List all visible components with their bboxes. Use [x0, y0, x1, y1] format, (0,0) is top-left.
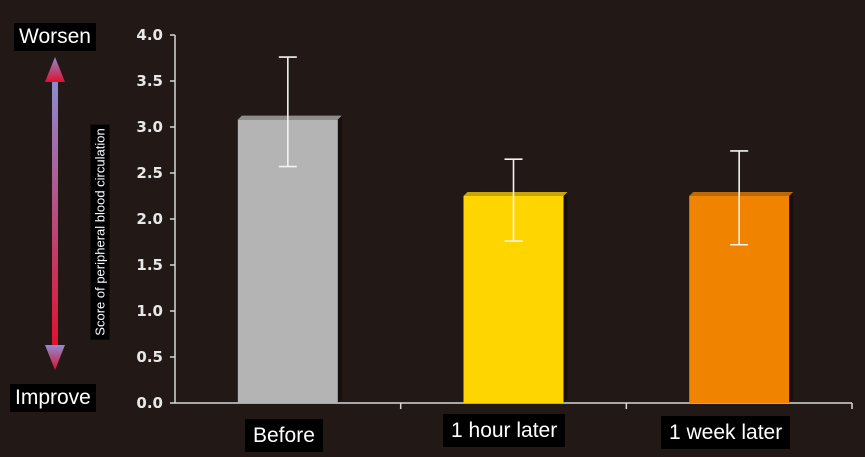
- y-tick-label: 2.0: [136, 210, 163, 228]
- y-tick-label: 3.0: [136, 118, 163, 136]
- worsen-improve-arrow: [45, 57, 65, 370]
- bar-1-hour-later: [463, 192, 568, 403]
- bar-before: [237, 115, 342, 403]
- x-tick-label-1-hour-later: 1 hour later: [443, 414, 566, 447]
- error-bar-before: [278, 56, 297, 168]
- error-bars: [278, 56, 749, 246]
- y-tick-label: 1.5: [136, 256, 163, 274]
- error-bar-1-hour-later: [504, 158, 523, 242]
- bar-top: [689, 192, 794, 196]
- worsen-label: Worsen: [14, 23, 96, 51]
- bar-side: [789, 192, 794, 403]
- y-tick-label: 1.0: [136, 302, 163, 320]
- y-tick-label: 4.0: [136, 26, 163, 44]
- bar-side: [337, 115, 342, 403]
- y-tick-label: 0.0: [136, 394, 163, 412]
- x-tick-label-before: Before: [245, 419, 323, 452]
- y-tick-label: 0.5: [136, 348, 163, 366]
- bar-top: [237, 115, 342, 120]
- y-axis-label: Score of peripheral blood circulation: [90, 124, 110, 340]
- error-bar-1-week-later: [730, 150, 749, 246]
- x-tick-label-1-week-later: 1 week later: [661, 416, 791, 449]
- improve-label: Improve: [10, 384, 96, 412]
- bar-side: [563, 192, 568, 403]
- y-tick-label: 3.5: [136, 72, 163, 90]
- bar-1-week-later: [689, 192, 794, 403]
- y-tick-label: 2.5: [136, 164, 163, 182]
- bar-top: [463, 192, 568, 196]
